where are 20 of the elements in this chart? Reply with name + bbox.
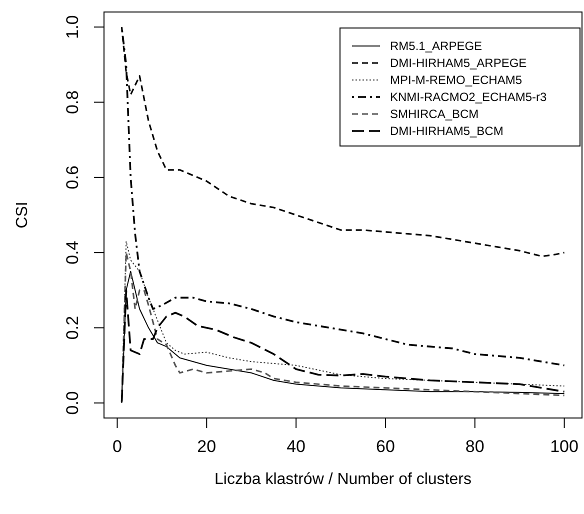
legend-label: MPI-M-REMO_ECHAM5 — [390, 73, 522, 87]
y-tick-label: 1.0 — [63, 15, 82, 39]
legend-label: SMHIRCA_BCM — [390, 107, 479, 121]
x-tick-label: 20 — [197, 437, 216, 456]
legend-label: DMI-HIRHAM5_BCM — [390, 124, 504, 138]
legend-label: DMI-HIRHAM5_ARPEGE — [390, 56, 527, 70]
y-tick-label: 0.2 — [63, 316, 82, 340]
x-tick-label: 100 — [550, 437, 578, 456]
legend-label: RM5.1_ARPEGE — [390, 39, 482, 53]
legend-label: KNMI-RACMO2_ECHAM5-r3 — [390, 90, 548, 104]
x-tick-label: 80 — [465, 437, 484, 456]
x-tick-label: 40 — [286, 437, 306, 456]
y-axis-title: CSI — [14, 202, 31, 228]
x-axis-title: Liczba klastrów / Number of clusters — [214, 471, 472, 488]
y-tick-label: 0.4 — [63, 240, 82, 264]
x-tick-label: 60 — [376, 437, 395, 456]
y-tick-label: 0.6 — [63, 166, 82, 190]
x-tick-label: 0 — [112, 437, 122, 456]
y-tick-label: 0.8 — [63, 90, 82, 114]
y-tick-label: 0.0 — [63, 391, 82, 415]
